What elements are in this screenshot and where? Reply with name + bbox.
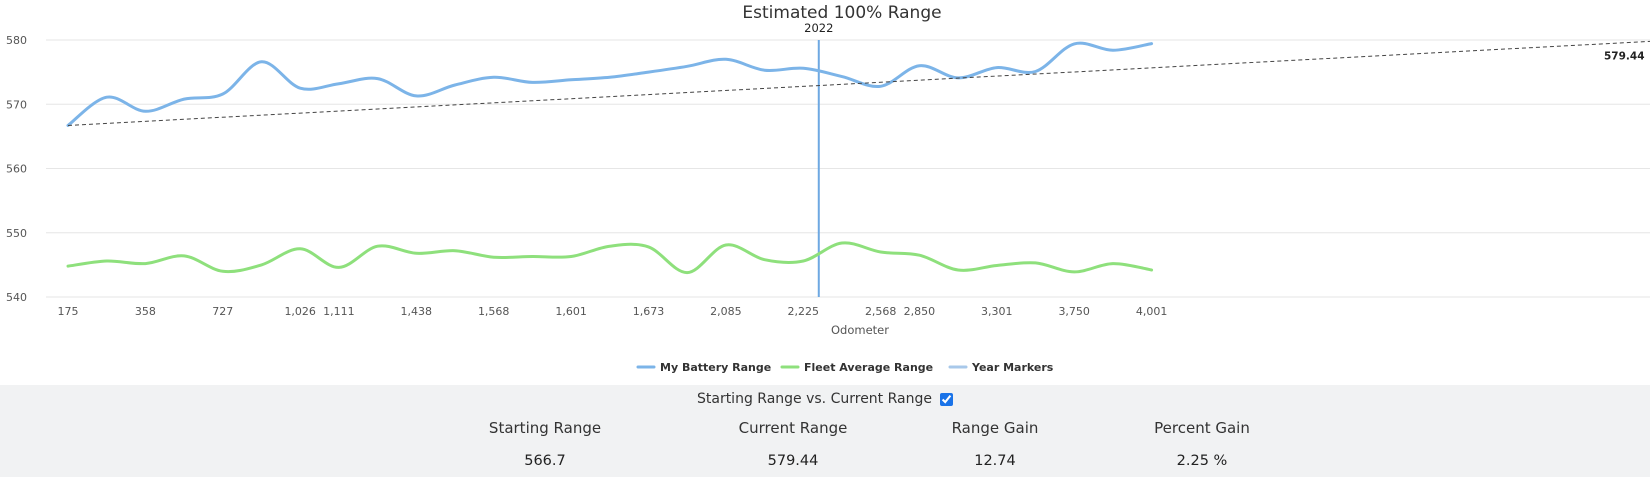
chart-grid <box>46 39 1650 298</box>
stat-label: Current Range <box>738 419 848 437</box>
x-tick-label: 1,601 <box>555 305 587 318</box>
y-tick-label: 540 <box>6 291 27 304</box>
x-tick-label: 2,085 <box>710 305 742 318</box>
x-tick-label: 727 <box>212 305 233 318</box>
x-tick-label: 3,750 <box>1058 305 1090 318</box>
stat-label: Range Gain <box>951 419 1039 437</box>
x-tick-label: 1,438 <box>401 305 433 318</box>
year-marker-label: 2022 <box>804 21 833 35</box>
y-tick-label: 560 <box>6 163 27 176</box>
legend-item: My Battery Range <box>660 361 771 374</box>
x-tick-label: 358 <box>135 305 156 318</box>
x-tick-label: 2,225 <box>788 305 820 318</box>
stat-label: Starting Range <box>488 419 602 437</box>
end-value-label: 579.44 <box>1604 51 1645 63</box>
x-axis-ticks: 175 358 727 1,026 1,111 1,438 1,568 1,601 1,673 2… <box>58 305 1168 318</box>
trend-line <box>67 40 1650 126</box>
stats-panel: Starting Range vs. Current Range Startin… <box>0 385 1650 477</box>
y-tick-label: 580 <box>6 34 27 47</box>
x-tick-label: 1,026 <box>284 305 316 318</box>
stats-heading: Starting Range vs. Current Range <box>0 391 1650 407</box>
x-tick-label: 4,001 <box>1136 305 1168 318</box>
chart-title: Estimated 100% Range <box>742 3 941 23</box>
x-tick-label: 1,568 <box>478 305 510 318</box>
stat-label: Percent Gain <box>1154 419 1250 437</box>
range-chart: 540 550 560 570 580 175 358 727 1,026 1,111 1,438… <box>6 3 1650 374</box>
x-axis-title: Odometer <box>831 323 889 337</box>
chart-legend: My Battery Range Fleet Average Range Year … <box>636 361 1054 374</box>
x-tick-label: 2,568 <box>865 305 897 318</box>
fleet-average-range-line <box>66 241 1154 275</box>
my-battery-range-line <box>66 41 1154 127</box>
stat-value: 566.7 <box>524 453 566 469</box>
compare-checkbox[interactable] <box>940 392 953 406</box>
legend-item: Fleet Average Range <box>804 361 933 374</box>
x-tick-label: 175 <box>58 305 79 318</box>
y-tick-label: 570 <box>6 98 27 111</box>
y-tick-label: 550 <box>6 227 27 240</box>
x-tick-label: 1,673 <box>633 305 665 318</box>
legend-item: Year Markers <box>971 361 1054 374</box>
stat-value: 579.44 <box>767 453 819 469</box>
stat-value: 12.74 <box>974 453 1016 469</box>
x-tick-label: 1,111 <box>323 305 355 318</box>
stats-heading-label: Starting Range vs. Current Range <box>696 391 932 407</box>
x-tick-label: 3,301 <box>981 305 1013 318</box>
chart-plot-area: 2022 579.44 <box>66 21 1650 297</box>
x-tick-label: 2,850 <box>904 305 936 318</box>
y-axis-ticks: 540 550 560 570 580 <box>6 34 27 304</box>
stat-value: 2.25 % <box>1176 453 1228 469</box>
